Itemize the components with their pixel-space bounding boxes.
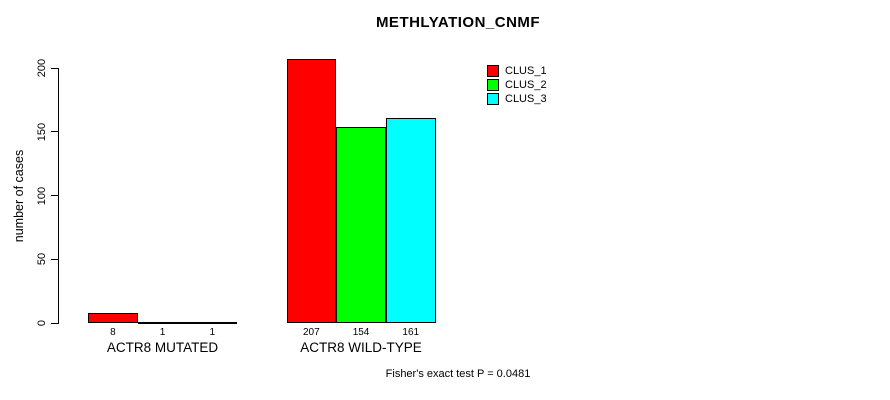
legend-swatch-icon	[487, 78, 499, 91]
y-tick-mark	[51, 195, 58, 196]
legend-swatch-icon	[487, 92, 499, 105]
legend-entry-clus_2: CLUS_2	[487, 78, 547, 91]
y-tick-label: 100	[36, 186, 48, 205]
legend: CLUS_1 CLUS_2 CLUS_3	[487, 64, 547, 106]
bar-value-label: 1	[159, 327, 166, 338]
y-tick-mark	[51, 131, 58, 133]
legend-label: CLUS_1	[505, 64, 547, 77]
bar-value-label: 8	[110, 327, 116, 338]
chart-title: METHLYATION_CNMF	[375, 14, 541, 31]
y-tick-label: 150	[36, 122, 48, 141]
legend-entry-clus_1: CLUS_1	[487, 64, 547, 77]
y-tick-mark	[51, 67, 58, 69]
bar-clus_2-actr8-mutated	[137, 321, 188, 324]
bar-value-label: 1	[209, 327, 216, 338]
bar-clus_1-actr8-wild-type	[286, 59, 337, 323]
y-tick-mark	[51, 322, 58, 324]
fisher-test-annotation: Fisher's exact test P = 0.0481	[385, 368, 531, 380]
bar-value-label: 207	[303, 327, 320, 338]
bar-value-label: 161	[402, 327, 420, 338]
y-tick-mark	[51, 258, 58, 260]
group-label-actr8-mutated: ACTR8 MUTATED	[106, 340, 219, 355]
y-tick-label: 0	[36, 319, 48, 327]
bar-clus_2-actr8-wild-type	[336, 126, 386, 323]
legend-label: CLUS_3	[505, 92, 547, 105]
y-axis-label: number of cases	[12, 149, 26, 242]
bar-clus_3-actr8-wild-type	[385, 117, 436, 323]
legend-entry-clus_3: CLUS_3	[487, 92, 547, 105]
group-label-actr8-wild-type: ACTR8 WILD-TYPE	[300, 340, 422, 355]
legend-swatch-icon	[487, 64, 499, 77]
bar-value-label: 154	[352, 327, 370, 338]
y-tick-label: 200	[36, 58, 48, 78]
legend-label: CLUS_2	[505, 78, 547, 91]
y-tick-label: 50	[36, 253, 48, 266]
y-axis-line	[58, 68, 59, 324]
bar-clus_3-actr8-mutated	[187, 321, 238, 324]
bar-clus_1-actr8-mutated	[88, 312, 138, 323]
